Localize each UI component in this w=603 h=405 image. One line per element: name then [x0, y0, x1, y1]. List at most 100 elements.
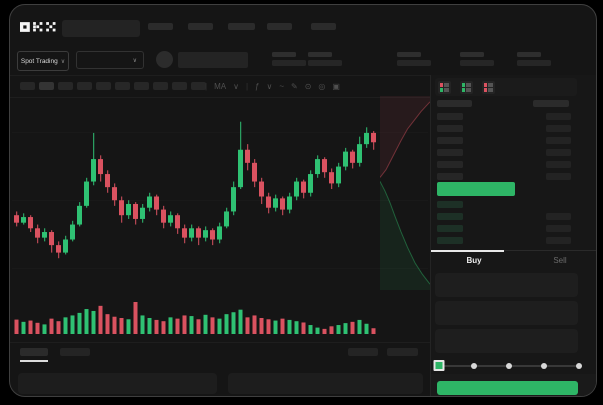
price-placeholder	[437, 213, 463, 220]
order-input-field[interactable]	[435, 301, 578, 325]
timeframe-button[interactable]	[172, 82, 187, 90]
book-bids-only-icon[interactable]	[460, 81, 473, 94]
stat-value-placeholder	[272, 60, 306, 66]
price-placeholder	[437, 173, 463, 180]
stat-value-placeholder	[397, 60, 431, 66]
volume-chart	[14, 302, 376, 334]
timeframe-button[interactable]	[77, 82, 92, 90]
line-style-icon[interactable]: ~	[279, 81, 284, 91]
timeframe-button[interactable]	[134, 82, 149, 90]
order-input-field[interactable]	[435, 329, 578, 353]
line	[487, 83, 493, 85]
candlestick-chart[interactable]	[14, 103, 378, 290]
icon-row	[462, 87, 471, 90]
slider-stop-50[interactable]	[506, 363, 512, 369]
timeframe-button[interactable]	[39, 82, 54, 90]
stat-label-placeholder	[308, 52, 332, 57]
divider: |	[245, 81, 249, 91]
timeframe-button[interactable]	[20, 82, 35, 90]
draw-icon[interactable]: ✎	[291, 81, 298, 91]
price-placeholder	[437, 125, 463, 132]
settings-icon[interactable]: ◎	[318, 81, 326, 91]
okx-logo[interactable]	[20, 21, 56, 33]
bid-row[interactable]	[431, 213, 596, 220]
bottom-action[interactable]	[387, 348, 418, 356]
chevron-down-icon: ∨	[60, 58, 66, 65]
slider-stop-75[interactable]	[541, 363, 547, 369]
nav-item[interactable]	[148, 23, 173, 30]
dot	[484, 85, 487, 88]
timeframe-button[interactable]	[58, 82, 73, 90]
bottom-action[interactable]	[348, 348, 378, 356]
pair-dropdown[interactable]: ∨	[76, 51, 144, 69]
timeframe-button[interactable]	[153, 82, 168, 90]
bid-row[interactable]	[431, 201, 596, 208]
bid-row[interactable]	[431, 225, 596, 232]
function-indicator-button[interactable]: ƒ	[255, 81, 260, 91]
dot	[462, 89, 465, 92]
order-input-field[interactable]	[435, 273, 578, 297]
market-type-label: Spot Trading	[20, 57, 58, 65]
pair-coin-icon	[156, 51, 173, 68]
bottom-tab[interactable]	[20, 348, 48, 356]
dot	[484, 89, 487, 92]
orderbook-last-price[interactable]	[437, 182, 515, 196]
nav-item[interactable]	[228, 23, 255, 30]
dot	[462, 87, 465, 90]
timeframe-button[interactable]	[115, 82, 130, 90]
price-placeholder	[437, 113, 463, 120]
price-placeholder	[437, 137, 463, 144]
ask-row[interactable]	[431, 161, 596, 168]
submit-order-button[interactable]	[437, 381, 578, 395]
dot	[484, 87, 487, 90]
icon-row	[440, 89, 449, 92]
ticker-stat	[397, 52, 431, 66]
icon-row	[462, 85, 471, 88]
icon-row	[484, 85, 493, 88]
timeframe-button[interactable]	[96, 82, 111, 90]
icon-row	[462, 89, 471, 92]
active-tab-underline	[20, 360, 48, 362]
nav-item[interactable]	[311, 23, 336, 30]
ask-row[interactable]	[431, 113, 596, 120]
gridline	[12, 132, 428, 133]
book-asks-only-icon[interactable]	[482, 81, 495, 94]
fullscreen-icon[interactable]: ▣	[332, 81, 340, 91]
price-placeholder	[437, 201, 463, 208]
ask-row[interactable]	[431, 173, 596, 180]
ask-row[interactable]	[431, 125, 596, 132]
stat-label-placeholder	[460, 52, 484, 57]
dot	[440, 85, 443, 88]
chevron-down-icon[interactable]: ∨	[266, 81, 273, 91]
active-tab-indicator	[431, 250, 504, 252]
ask-row[interactable]	[431, 137, 596, 144]
orderbook-trade-panel: Buy Sell	[430, 75, 596, 396]
ask-row[interactable]	[431, 149, 596, 156]
bottom-tab[interactable]	[60, 348, 90, 356]
chevron-down-icon: ∨	[132, 57, 137, 64]
market-type-selector[interactable]: Spot Trading ∨	[17, 51, 69, 71]
dot	[462, 85, 465, 88]
nav-item[interactable]	[267, 23, 292, 30]
ma-indicator-button[interactable]: MA	[214, 81, 227, 91]
slider-handle[interactable]	[433, 360, 445, 371]
line	[465, 89, 471, 92]
timeframe-button[interactable]	[191, 82, 206, 90]
orderbook-col-header-amount	[533, 100, 569, 107]
slider-stop-25[interactable]	[471, 363, 477, 369]
stat-label-placeholder	[272, 52, 296, 57]
slider-stop-100[interactable]	[576, 363, 582, 369]
tab-sell[interactable]: Sell	[553, 256, 567, 265]
book-combined-icon[interactable]	[438, 81, 451, 94]
nav-item[interactable]	[188, 23, 213, 30]
dot	[440, 89, 443, 92]
camera-icon[interactable]: ⊙	[304, 81, 312, 91]
amount-placeholder	[546, 125, 571, 132]
tab-buy[interactable]: Buy	[466, 256, 482, 265]
amount-placeholder	[546, 161, 571, 168]
orderbook-col-header-price	[437, 100, 472, 107]
stat-value-placeholder	[308, 60, 342, 66]
search-input[interactable]	[62, 20, 140, 37]
bid-row[interactable]	[431, 237, 596, 244]
chevron-down-icon[interactable]: ∨	[233, 81, 239, 91]
